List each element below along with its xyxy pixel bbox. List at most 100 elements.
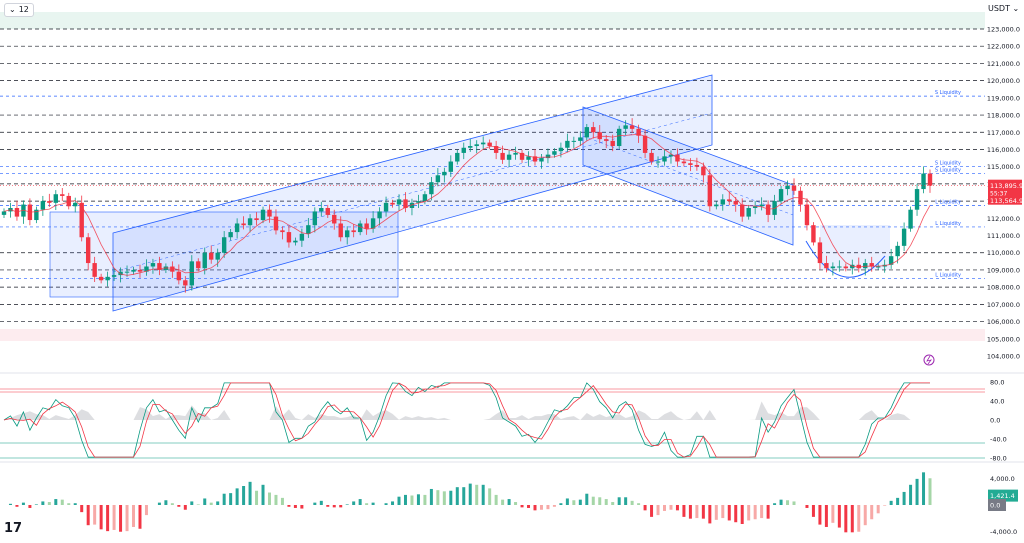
- candles: [1, 118, 933, 293]
- price-tick-label: 118,000.0: [987, 112, 1020, 120]
- candle-body: [319, 207, 324, 212]
- currency-label: USDT: [988, 4, 1010, 13]
- candle-body: [40, 201, 46, 210]
- candle-body: [448, 161, 454, 172]
- candle-body: [927, 173, 933, 186]
- candle-body: [817, 242, 823, 264]
- candle-body: [455, 152, 460, 162]
- candle-body: [830, 266, 836, 269]
- candle-body: [429, 182, 434, 195]
- candle-body: [720, 199, 725, 205]
- oscillator-slow-line: [3, 382, 930, 458]
- candle-body: [869, 263, 874, 267]
- candle-body: [396, 199, 402, 205]
- candle-body: [34, 209, 39, 221]
- candle-body: [286, 232, 292, 243]
- candle-body: [493, 146, 499, 153]
- price-tick-label: 122,000.0: [987, 43, 1020, 51]
- candle-body: [351, 230, 356, 233]
- candle-body: [111, 275, 117, 277]
- liquidity-label: L Liquidity: [935, 199, 961, 205]
- candle-body: [888, 256, 894, 265]
- candle-body: [513, 152, 518, 155]
- candle-body: [785, 185, 790, 190]
- second-price-label: 113,564.9: [990, 197, 1023, 205]
- oscillator-tick-label: 80.0: [990, 379, 1004, 387]
- candle-body: [662, 156, 667, 162]
- candle-body: [616, 128, 622, 147]
- candle-body: [105, 276, 110, 281]
- candle-body: [707, 175, 713, 207]
- candle-body: [150, 263, 156, 267]
- candle-body: [21, 204, 26, 217]
- oscillator-tick-label: -40.0: [990, 436, 1007, 444]
- candle-body: [545, 154, 551, 159]
- candle-body: [416, 201, 421, 203]
- price-tick-label: 106,000.0: [987, 318, 1020, 326]
- candle-body: [901, 228, 907, 246]
- candle-body: [118, 271, 123, 276]
- candle-body: [740, 204, 745, 217]
- candle-body: [765, 204, 771, 215]
- candle-body: [681, 161, 687, 164]
- candle-body: [241, 223, 246, 226]
- liquidity-label: L Liquidity: [935, 273, 961, 279]
- price-tick-label: 107,000.0: [987, 301, 1020, 309]
- candle-body: [604, 139, 609, 141]
- candle-body: [98, 276, 104, 281]
- candle-body: [642, 135, 648, 153]
- candle-body: [480, 142, 486, 145]
- candle-body: [655, 161, 661, 163]
- chevron-down-icon: ⌄: [1012, 4, 1020, 13]
- price-tick-label: 108,000.0: [987, 284, 1020, 292]
- candle-body: [189, 261, 194, 286]
- candle-body: [260, 209, 266, 221]
- candle-body: [312, 211, 318, 226]
- liquidity-label: S Liquidity: [935, 90, 961, 96]
- candle-body: [92, 263, 97, 277]
- candle-body: [519, 152, 525, 160]
- interval-selector[interactable]: ⌄ 12: [4, 3, 34, 17]
- price-tick-label: 123,000.0: [987, 26, 1020, 34]
- candle-body: [273, 216, 279, 231]
- candle-body: [293, 240, 298, 243]
- price-tick-label: 111,000.0: [987, 232, 1020, 240]
- candle-body: [727, 199, 732, 202]
- candle-body: [558, 147, 564, 152]
- candle-body: [306, 225, 311, 234]
- candle-body: [390, 202, 395, 205]
- candle-body: [539, 158, 544, 162]
- price-tick-label: 110,000.0: [987, 249, 1020, 257]
- candle-body: [584, 127, 589, 138]
- candle-body: [254, 218, 259, 221]
- candle-body: [409, 202, 415, 208]
- oscillator-histogram-area: [4, 401, 930, 420]
- candle-body: [1, 211, 7, 215]
- resistance-zone: [0, 12, 985, 29]
- candle-body: [487, 142, 492, 147]
- candle-body: [856, 264, 861, 269]
- candle-body: [280, 230, 285, 233]
- price-tick-label: 121,000.0: [987, 60, 1020, 68]
- candle-body: [422, 194, 428, 202]
- candle-body: [804, 204, 810, 226]
- price-tick-label: 112,000.0: [987, 215, 1020, 223]
- candle-body: [895, 245, 900, 257]
- rounded-bottom-arc: [805, 240, 886, 278]
- alert-icon: [923, 354, 935, 366]
- histogram-zero-badge-bg: [988, 499, 1006, 511]
- candle-body: [299, 233, 305, 241]
- candle-body: [364, 223, 369, 229]
- candle-body: [694, 164, 700, 167]
- last-price-badge-bg: [988, 179, 1022, 205]
- candle-body: [66, 195, 71, 207]
- candle-body: [578, 137, 583, 141]
- interval-label: 12: [18, 5, 29, 14]
- liquidity-label: S Liquidity: [935, 168, 961, 174]
- currency-selector[interactable]: USDT ⌄: [988, 3, 1019, 15]
- price-tick-label: 109,000.0: [987, 266, 1020, 274]
- chevron-down-icon: ⌄: [9, 5, 16, 14]
- liquidity-label: L Liquidity: [935, 221, 961, 227]
- moving-average-line: [3, 133, 931, 276]
